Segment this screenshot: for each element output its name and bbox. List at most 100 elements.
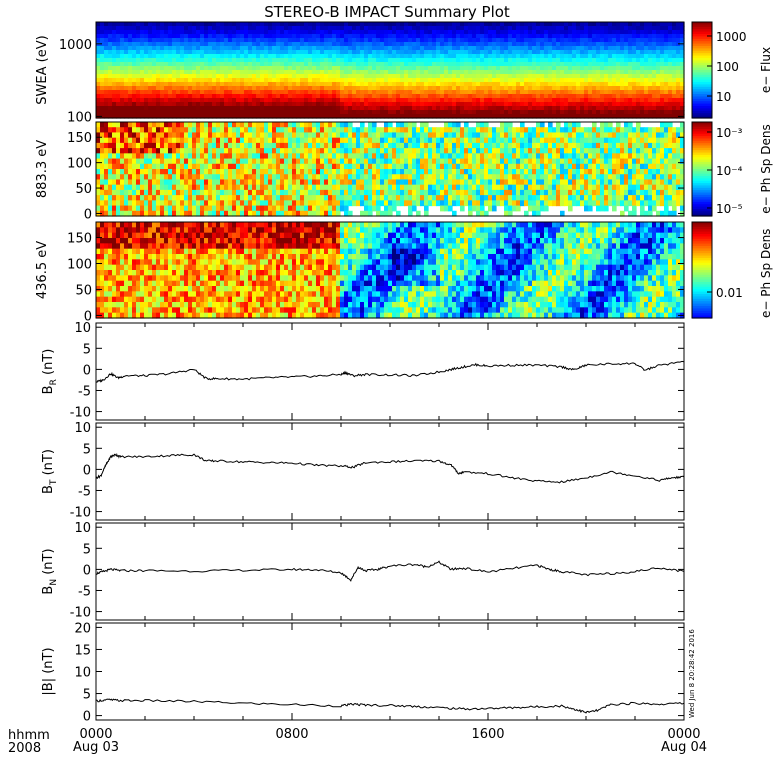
heatmap-cell [472, 82, 477, 87]
heatmap-cell [344, 70, 349, 75]
heatmap-cell [116, 163, 121, 170]
heatmap-cell [256, 46, 261, 51]
heatmap-cell [660, 102, 665, 107]
heatmap-cell [368, 169, 373, 175]
heatmap-cell [492, 78, 497, 83]
heatmap-cell [524, 74, 529, 79]
heatmap-cell [372, 30, 377, 35]
heatmap-cell [360, 66, 365, 71]
heatmap-cell [664, 98, 669, 103]
colorbar-tick-label: 100 [716, 60, 739, 74]
heatmap-cell [624, 58, 629, 63]
heatmap-cell [616, 90, 621, 95]
heatmap-cell [336, 62, 341, 67]
heatmap-cell [636, 22, 641, 27]
heatmap-cell [100, 179, 105, 186]
heatmap-cell [208, 30, 213, 35]
heatmap-cell [360, 34, 365, 39]
heatmap-cell [144, 98, 149, 103]
heatmap-cell [128, 169, 133, 175]
heatmap-cell [172, 58, 177, 63]
heatmap-cell [428, 46, 433, 51]
heatmap-cell [400, 158, 405, 165]
heatmap-cell [460, 26, 465, 31]
heatmap-cell [304, 179, 309, 186]
heatmap-cell [404, 114, 409, 119]
heatmap-cell [136, 189, 141, 196]
heatmap-cell [384, 22, 389, 27]
heatmap-cell [396, 42, 401, 47]
heatmap-cell [656, 46, 661, 51]
heatmap-cell [448, 54, 453, 59]
heatmap-cell [164, 142, 169, 149]
heatmap-cell [276, 122, 281, 128]
heatmap-cell [212, 26, 217, 31]
heatmap-cell [252, 195, 257, 201]
heatmap-cell [280, 153, 285, 160]
heatmap-cell [604, 42, 609, 47]
heatmap-cell [476, 70, 481, 75]
heatmap-cell [420, 78, 425, 83]
heatmap-cell [644, 42, 649, 47]
heatmap-cell [432, 34, 437, 39]
heatmap-cell [496, 106, 501, 111]
heatmap-cell [260, 98, 265, 103]
heatmap-cell [168, 210, 173, 217]
heatmap-cell [260, 62, 265, 67]
heatmap-cell [304, 94, 309, 99]
heatmap-cell [592, 98, 597, 103]
heatmap-cell [160, 102, 165, 107]
heatmap-cell [144, 38, 149, 43]
heatmap-cell [264, 62, 269, 67]
heatmap-cell [428, 78, 433, 83]
heatmap-cell [160, 110, 165, 115]
heatmap-cell [436, 34, 441, 39]
heatmap-cell [328, 163, 333, 170]
heatmap-cell [384, 94, 389, 99]
heatmap-cell [152, 110, 157, 115]
heatmap-cell [184, 70, 189, 75]
heatmap-cell [184, 58, 189, 63]
heatmap-cell [508, 30, 513, 35]
heatmap-cell [504, 102, 509, 107]
heatmap-cell [412, 90, 417, 95]
heatmap-cell [324, 102, 329, 107]
heatmap-cell [280, 110, 285, 115]
heatmap-cell [656, 58, 661, 63]
heatmap-cell [96, 200, 101, 207]
heatmap-cell [340, 142, 345, 149]
heatmap-cell [232, 38, 237, 43]
heatmap-cell [124, 174, 129, 181]
heatmap-cell [220, 153, 225, 160]
heatmap-cell [108, 86, 113, 91]
heatmap-cell [620, 102, 625, 107]
heatmap-cell [316, 70, 321, 75]
heatmap-cell [680, 22, 685, 27]
heatmap-cell [628, 62, 633, 67]
heatmap-cell [476, 58, 481, 63]
heatmap-cell [652, 38, 657, 43]
heatmap-cell [412, 82, 417, 87]
heatmap-cell [136, 200, 141, 207]
heatmap-cell [152, 132, 157, 139]
heatmap-cell [384, 205, 389, 212]
heatmap-cell [404, 38, 409, 43]
heatmap-cell [212, 58, 217, 63]
heatmap-cell [428, 70, 433, 75]
heatmap-cell [152, 174, 157, 181]
heatmap-cell [124, 142, 129, 149]
heatmap-cell [560, 22, 565, 27]
heatmap-cell [436, 94, 441, 99]
heatmap-cell [136, 74, 141, 79]
heatmap-cell [300, 62, 305, 67]
heatmap-cell [476, 46, 481, 51]
heatmap-cell [332, 205, 337, 212]
heatmap-cell [136, 127, 141, 134]
heatmap-cell [256, 58, 261, 63]
heatmap-cell [632, 66, 637, 71]
colorbar-label: e− Flux [759, 47, 773, 93]
heatmap-cell [368, 94, 373, 99]
heatmap-cell [580, 50, 585, 55]
heatmap-cell [260, 58, 265, 63]
